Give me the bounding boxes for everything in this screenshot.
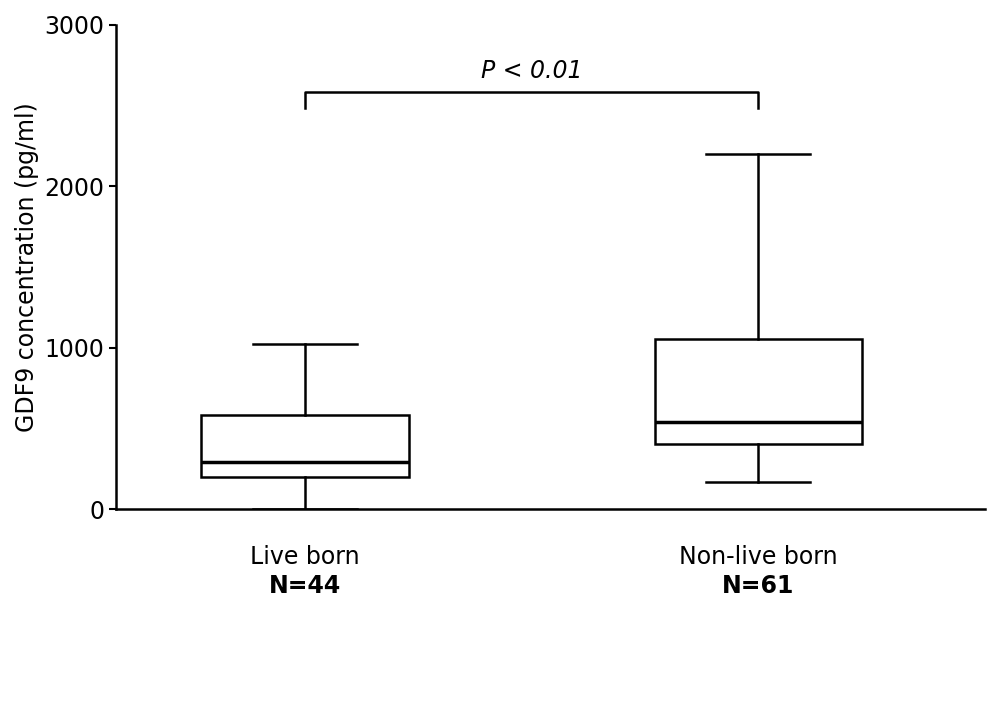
Y-axis label: GDF9 concentration (pg/ml): GDF9 concentration (pg/ml) (15, 102, 39, 431)
Text: P < 0.01: P < 0.01 (481, 59, 583, 82)
PathPatch shape (655, 339, 862, 444)
Text: N=44: N=44 (269, 574, 341, 598)
Text: Live born: Live born (250, 544, 360, 568)
Text: N=61: N=61 (722, 574, 795, 598)
PathPatch shape (201, 415, 409, 477)
Text: Non-live born: Non-live born (679, 544, 838, 568)
